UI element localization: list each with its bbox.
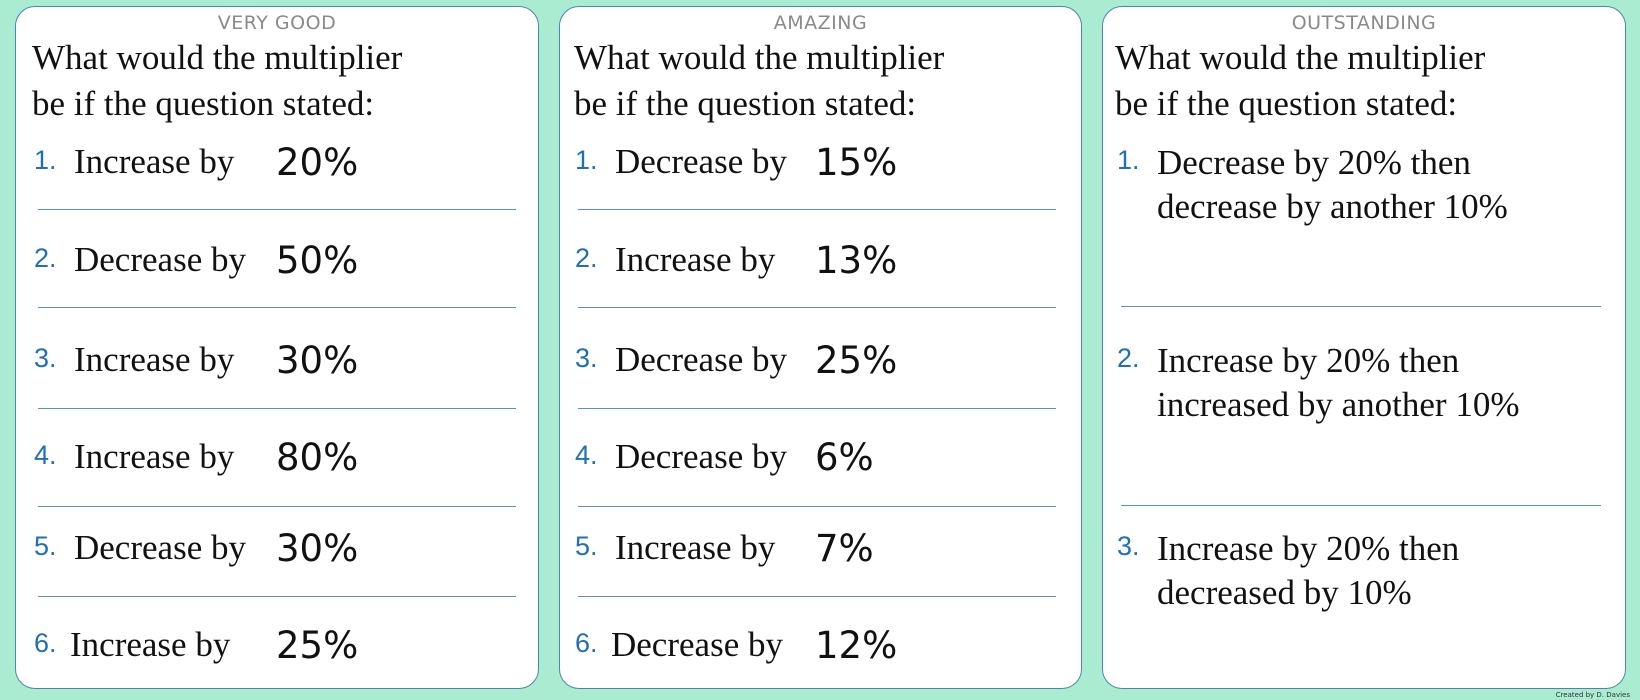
answer-line <box>38 209 516 210</box>
prompt-line-1: What would the multiplier <box>32 38 403 77</box>
question-number: 3. <box>575 343 598 373</box>
question-number: 3. <box>1117 531 1140 561</box>
answer-line <box>1121 505 1601 506</box>
question-number: 2. <box>1117 343 1140 373</box>
question-text: Increase by 20% then increased by anothe… <box>1157 339 1520 427</box>
answer-line <box>578 209 1056 210</box>
question-label: Increase by <box>74 340 235 379</box>
question-percent: 25% <box>276 624 359 667</box>
answer-line <box>578 596 1056 597</box>
question-number: 4. <box>34 440 57 470</box>
question-label: Decrease by <box>611 625 783 664</box>
answer-line <box>38 596 516 597</box>
question-percent: 6% <box>815 436 874 479</box>
question-percent: 30% <box>276 339 359 382</box>
answer-line <box>38 506 516 507</box>
question-number: 6. <box>575 628 598 658</box>
prompt-line-2: be if the question stated: <box>574 84 917 123</box>
question-text-line-2: decrease by another 10% <box>1157 187 1508 226</box>
question-percent: 50% <box>276 239 359 282</box>
question-label: Decrease by <box>615 142 787 181</box>
answer-line <box>578 506 1056 507</box>
question-label: Increase by <box>74 142 235 181</box>
answer-line <box>578 307 1056 308</box>
card-outstanding: OUTSTANDING What would the multiplier be… <box>1102 6 1626 689</box>
question-text: Decrease by 20% then decrease by another… <box>1157 141 1508 229</box>
question-label: Increase by <box>74 437 235 476</box>
question-text-line-1: Increase by 20% then <box>1157 529 1460 568</box>
question-number: 2. <box>575 243 598 273</box>
question-prompt: What would the multiplier be if the ques… <box>1115 35 1485 127</box>
prompt-line-2: be if the question stated: <box>1115 84 1458 123</box>
question-number: 1. <box>575 145 598 175</box>
prompt-line-1: What would the multiplier <box>1115 38 1486 77</box>
question-number: 1. <box>34 145 57 175</box>
card-title: OUTSTANDING <box>1291 12 1437 34</box>
question-text: Increase by 20% then decreased by 10% <box>1157 527 1459 615</box>
question-percent: 7% <box>815 527 874 570</box>
question-label: Decrease by <box>615 437 787 476</box>
prompt-line-2: be if the question stated: <box>32 84 375 123</box>
question-prompt: What would the multiplier be if the ques… <box>32 35 402 127</box>
answer-line <box>38 307 516 308</box>
card-title: VERY GOOD <box>217 12 337 34</box>
question-text-line-1: Decrease by 20% then <box>1157 143 1471 182</box>
question-text-line-2: decreased by 10% <box>1157 573 1412 612</box>
question-percent: 13% <box>815 239 898 282</box>
question-label: Decrease by <box>74 528 246 567</box>
question-label: Decrease by <box>615 340 787 379</box>
question-text-line-2: increased by another 10% <box>1157 385 1520 424</box>
question-percent: 30% <box>276 527 359 570</box>
question-percent: 15% <box>815 141 898 184</box>
card-title: AMAZING <box>773 12 868 34</box>
question-number: 2. <box>34 243 57 273</box>
question-label: Increase by <box>70 625 231 664</box>
question-text-line-1: Increase by 20% then <box>1157 341 1460 380</box>
question-percent: 25% <box>815 339 898 382</box>
answer-line <box>1121 306 1601 307</box>
question-prompt: What would the multiplier be if the ques… <box>574 35 944 127</box>
prompt-line-1: What would the multiplier <box>574 38 945 77</box>
question-percent: 80% <box>276 436 359 479</box>
question-label: Increase by <box>615 528 776 567</box>
author-credit: Created by D. Davies <box>1555 691 1630 699</box>
question-percent: 12% <box>815 624 898 667</box>
question-label: Decrease by <box>74 240 246 279</box>
answer-line <box>38 408 516 409</box>
question-number: 5. <box>575 531 598 561</box>
question-number: 6. <box>34 628 57 658</box>
question-number: 3. <box>34 343 57 373</box>
question-percent: 20% <box>276 141 359 184</box>
question-number: 1. <box>1117 145 1140 175</box>
question-label: Increase by <box>615 240 776 279</box>
card-very-good: VERY GOOD What would the multiplier be i… <box>15 6 539 689</box>
answer-line <box>578 408 1056 409</box>
question-number: 4. <box>575 440 598 470</box>
card-amazing: AMAZING What would the multiplier be if … <box>559 6 1082 689</box>
question-number: 5. <box>34 531 57 561</box>
